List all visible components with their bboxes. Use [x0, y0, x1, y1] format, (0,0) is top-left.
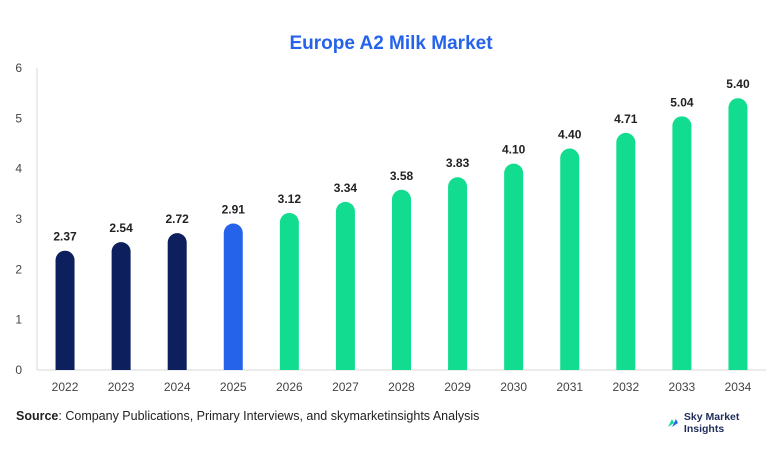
- x-tick-label: 2032: [612, 380, 639, 394]
- bar: [223, 223, 243, 370]
- x-tick-label: 2023: [108, 380, 135, 394]
- data-label: 2.37: [53, 230, 77, 244]
- data-label: 3.58: [390, 169, 414, 183]
- brand-logo-icon: [667, 419, 678, 427]
- chart-title: Europe A2 Milk Market: [289, 33, 493, 54]
- data-label: 2.72: [166, 212, 190, 226]
- bar: [672, 116, 692, 370]
- data-label: 4.40: [558, 128, 582, 142]
- bar: [167, 233, 187, 370]
- bar: [392, 189, 411, 370]
- data-label: 4.10: [502, 143, 526, 157]
- source-text: : Company Publications, Primary Intervie…: [58, 409, 480, 423]
- y-tick-label: 5: [15, 111, 22, 125]
- data-label: 2.91: [222, 203, 246, 217]
- x-tick-label: 2024: [164, 380, 191, 394]
- data-label: 5.04: [670, 95, 694, 109]
- x-tick-label: 2031: [556, 380, 583, 394]
- x-tick-label: 2029: [444, 380, 471, 394]
- bar: [448, 177, 468, 370]
- x-tick-label: 2034: [725, 380, 752, 394]
- brand-logo-block: Sky Market Insights: [666, 411, 782, 435]
- chart-bars: 2.37 2.54 2.72 2.91 3.12 3.34 3.58 3.83 4.10 4.40…: [53, 77, 750, 370]
- y-tick-label: 6: [15, 61, 22, 75]
- bar: [335, 201, 355, 370]
- x-tick-label: 2026: [276, 380, 303, 394]
- data-label: 3.34: [334, 181, 358, 195]
- y-tick-label: 1: [15, 313, 22, 327]
- bar: [728, 98, 748, 370]
- data-label: 2.54: [109, 221, 133, 235]
- y-tick-label: 2: [15, 262, 22, 276]
- bar: [616, 132, 636, 370]
- x-tick-label: 2028: [388, 380, 415, 394]
- x-tick-label: 2027: [332, 380, 359, 394]
- data-label: 4.71: [614, 112, 638, 126]
- source-note: Source: Company Publications, Primary In…: [16, 409, 479, 423]
- chart-axes: 0 1 2 3 4 5 6 2022 2023 2024 2025 2026 2027 2028 2029 2…: [15, 61, 766, 394]
- x-tick-label: 2022: [52, 380, 79, 394]
- x-tick-label: 2030: [500, 380, 527, 394]
- y-tick-label: 4: [15, 162, 22, 176]
- data-label: 5.40: [726, 77, 750, 91]
- source-label: Source: [16, 409, 59, 423]
- bar: [560, 148, 580, 370]
- bar: [111, 242, 131, 370]
- bar: [279, 212, 299, 370]
- y-tick-label: 3: [15, 212, 22, 226]
- y-tick-label: 0: [15, 363, 22, 377]
- bar: [504, 163, 524, 370]
- brand-name: Sky Market Insights: [683, 411, 740, 435]
- x-tick-label: 2025: [220, 380, 247, 394]
- data-label: 3.12: [278, 192, 302, 206]
- bar: [55, 250, 75, 370]
- x-tick-label: 2033: [669, 380, 696, 394]
- data-label: 3.83: [446, 156, 470, 170]
